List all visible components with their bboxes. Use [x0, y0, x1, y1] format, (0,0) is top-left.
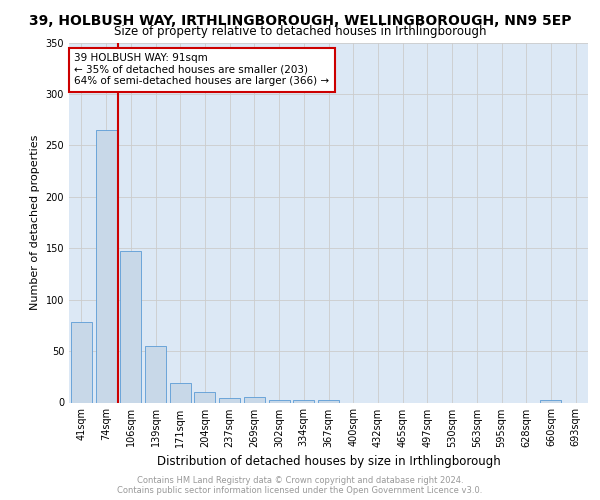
Text: 39 HOLBUSH WAY: 91sqm
← 35% of detached houses are smaller (203)
64% of semi-det: 39 HOLBUSH WAY: 91sqm ← 35% of detached …: [74, 54, 329, 86]
Text: 39, HOLBUSH WAY, IRTHLINGBOROUGH, WELLINGBOROUGH, NN9 5EP: 39, HOLBUSH WAY, IRTHLINGBOROUGH, WELLIN…: [29, 14, 571, 28]
Bar: [145, 346, 166, 403]
Bar: [194, 392, 215, 402]
Bar: [71, 322, 92, 402]
Bar: [244, 398, 265, 402]
Bar: [120, 252, 141, 402]
Bar: [219, 398, 240, 402]
Bar: [541, 400, 562, 402]
Bar: [95, 130, 116, 402]
Bar: [293, 400, 314, 402]
Bar: [318, 400, 339, 402]
X-axis label: Distribution of detached houses by size in Irthlingborough: Distribution of detached houses by size …: [157, 455, 500, 468]
Y-axis label: Number of detached properties: Number of detached properties: [30, 135, 40, 310]
Text: Contains HM Land Registry data © Crown copyright and database right 2024.
Contai: Contains HM Land Registry data © Crown c…: [118, 476, 482, 495]
Text: Size of property relative to detached houses in Irthlingborough: Size of property relative to detached ho…: [114, 25, 486, 38]
Bar: [269, 400, 290, 402]
Bar: [170, 383, 191, 402]
